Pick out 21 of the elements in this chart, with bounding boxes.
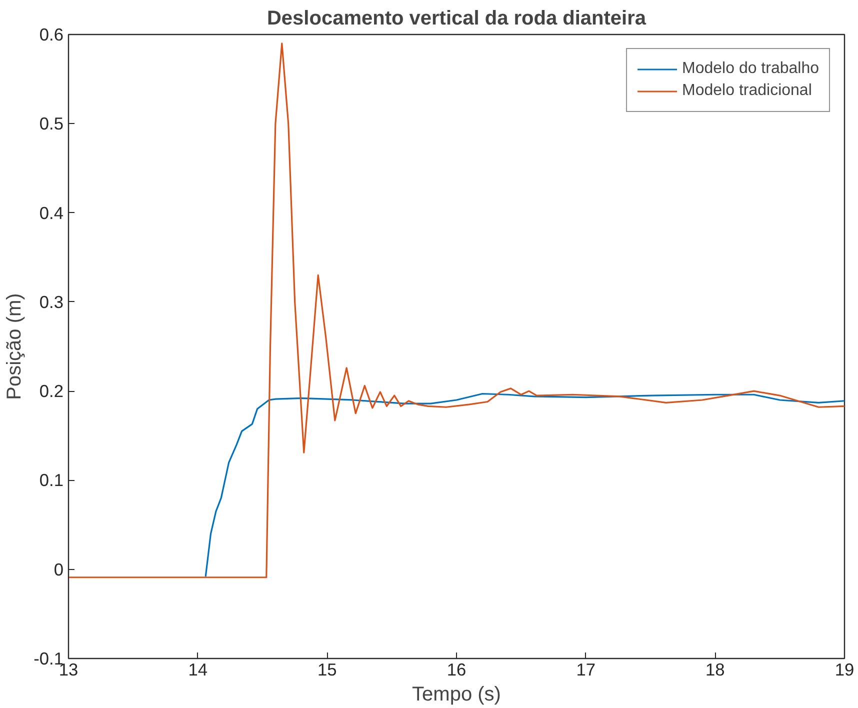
- line-series: [68, 42, 844, 578]
- x-axis-title: Tempo (s): [412, 684, 501, 706]
- x-tick-label: 19: [834, 660, 854, 680]
- y-tick-label: 0.3: [39, 292, 64, 312]
- y-axis-title: Posição (m): [4, 293, 26, 400]
- line-series: [204, 392, 844, 578]
- x-tick-label: 15: [318, 660, 337, 680]
- y-tick-label: 0.4: [39, 202, 64, 223]
- x-tick-label: 16: [446, 660, 466, 680]
- y-tick-label: 0.2: [39, 381, 64, 402]
- y-tick-label: 0.6: [39, 24, 64, 44]
- y-tick-label: 0.5: [39, 114, 64, 134]
- x-tick-label: 17: [576, 660, 596, 680]
- x-tick-label: 13: [58, 660, 78, 680]
- y-tick-label: 0: [54, 559, 64, 580]
- x-tick-label: 14: [188, 660, 208, 680]
- legend-label: Modelo tradicional: [682, 82, 812, 100]
- x-tick-label: 18: [706, 660, 725, 680]
- legend-label: Modelo do trabalho: [682, 60, 819, 78]
- chart-title: Deslocamento vertical da roda dianteira: [266, 8, 647, 30]
- y-tick-label: 0.1: [39, 470, 64, 490]
